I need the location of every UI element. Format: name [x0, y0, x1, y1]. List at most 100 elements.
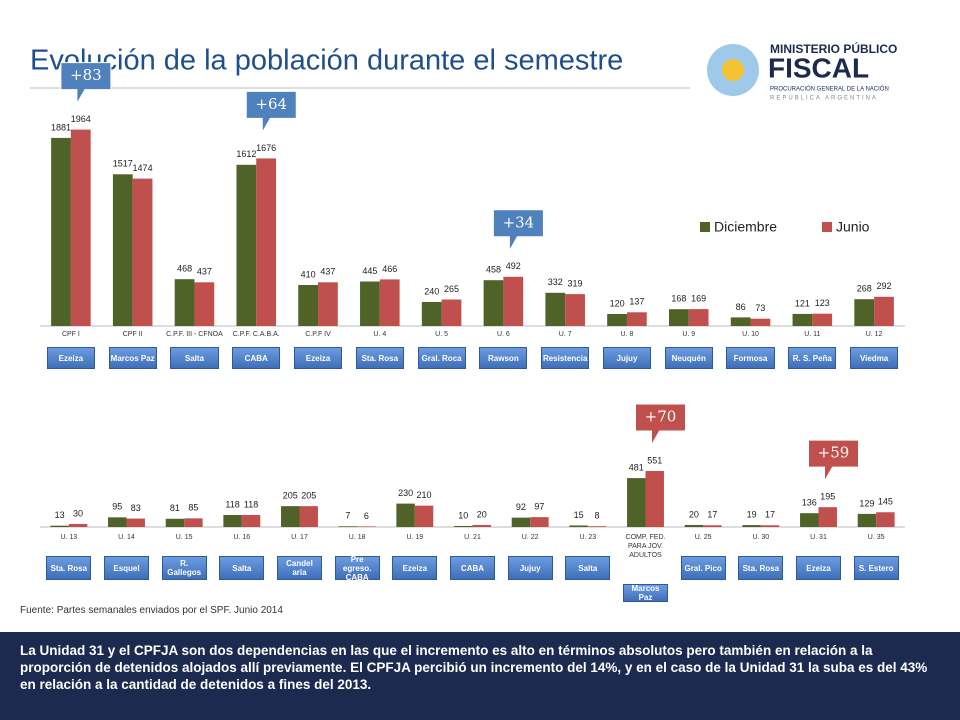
bar	[587, 526, 607, 527]
data-label: 492	[506, 261, 521, 271]
bar	[511, 517, 531, 527]
data-label: 19	[747, 509, 757, 519]
bar	[703, 525, 722, 527]
data-label: 437	[320, 267, 335, 277]
bar	[132, 178, 153, 326]
bar	[627, 478, 646, 527]
bar	[50, 525, 69, 527]
x-tick-label: U. 5	[435, 331, 449, 338]
data-label: 30	[73, 508, 83, 518]
data-label: 20	[477, 509, 487, 519]
location-tag: Rawson	[479, 347, 528, 369]
bar	[454, 525, 473, 527]
x-tick-label: U. 17	[291, 534, 308, 541]
bar	[126, 518, 145, 527]
bar	[730, 317, 751, 326]
data-label: 97	[534, 502, 544, 512]
callout	[60, 62, 112, 106]
data-label: 292	[876, 281, 891, 291]
data-label: 118	[225, 499, 239, 509]
location-tag: Esquel	[104, 556, 149, 580]
data-label: 458	[486, 265, 501, 275]
data-label: 118	[244, 499, 258, 509]
location-tag: Ezeiza	[796, 556, 841, 580]
data-label: 123	[815, 298, 830, 308]
data-label: 17	[765, 510, 775, 520]
slide-title: Evolución de la población durante el sem…	[30, 45, 623, 77]
bar	[472, 524, 491, 527]
bar	[565, 294, 585, 326]
x-tick-label: CPF I	[61, 331, 80, 338]
data-label: 136	[802, 498, 817, 508]
data-label: 1881	[51, 122, 71, 132]
bar	[318, 282, 338, 326]
legend-swatch	[700, 222, 710, 232]
bar	[396, 503, 415, 527]
x-tick-label: U. 13	[60, 534, 78, 541]
data-label: 205	[283, 491, 298, 501]
bar	[854, 299, 875, 326]
data-label: 145	[878, 497, 893, 507]
data-label: 20	[689, 509, 699, 519]
data-label: 169	[691, 293, 706, 303]
x-tick-label: U. 15	[175, 534, 193, 541]
bar	[379, 279, 400, 326]
bar	[414, 505, 434, 527]
callout-label: +83	[70, 66, 102, 84]
x-tick-label: U. 7	[558, 331, 572, 338]
location-tag: Ezeiza	[46, 347, 95, 369]
data-label: 210	[417, 490, 432, 500]
location-tag: CABA	[232, 347, 281, 369]
data-label: 7	[345, 511, 350, 521]
data-label: 129	[859, 498, 874, 508]
callout-label: +64	[255, 95, 287, 113]
data-label: 265	[444, 284, 459, 294]
location-tag: Formosa	[726, 347, 775, 369]
location-tag: Neuquén	[664, 347, 713, 369]
location-tag: Resistencia	[541, 347, 590, 369]
bar	[241, 515, 261, 527]
x-tick-label: CPF II	[122, 331, 143, 338]
x-tick-label: U. 10	[742, 331, 759, 338]
location-tag: Salta	[219, 556, 265, 580]
location-tag: Sta. Rosa	[355, 347, 404, 369]
callout-label: +59	[818, 444, 850, 462]
bar	[108, 517, 127, 527]
x-tick-label: U. 30	[752, 534, 770, 541]
x-tick-label: U. 8	[620, 331, 634, 338]
location-tag: R. Gallegos	[161, 556, 207, 580]
location-tag: Salta	[565, 556, 611, 580]
bar	[645, 470, 664, 527]
location-tag: Gral. Pico	[680, 556, 726, 580]
data-label: 137	[629, 297, 644, 307]
bar	[357, 526, 376, 527]
x-tick-label: U. 9	[682, 331, 696, 338]
bar	[760, 525, 780, 527]
logo-text: MINISTERIO PÚBLICO	[770, 41, 897, 56]
bar	[298, 285, 319, 326]
bar	[876, 512, 895, 527]
bar	[360, 281, 380, 326]
bar	[281, 506, 300, 527]
bar	[750, 318, 771, 326]
data-label: 319	[568, 278, 583, 288]
bar	[742, 525, 761, 527]
data-label: 466	[382, 264, 397, 274]
bar	[668, 309, 689, 326]
x-tick-label: U. 18	[348, 534, 366, 541]
bar	[112, 174, 133, 326]
bar	[299, 506, 318, 527]
location-tag: Pre egreso. CABA	[334, 555, 380, 582]
data-label: 1612	[236, 149, 256, 159]
location-tag: Marcos Paz	[108, 347, 157, 369]
data-label: 92	[516, 502, 526, 512]
data-label: 268	[857, 284, 872, 294]
bar	[812, 313, 833, 326]
bar	[223, 515, 242, 527]
data-label: 410	[301, 269, 316, 279]
data-label: 445	[362, 266, 377, 276]
legend-label: Diciembre	[714, 219, 777, 235]
location-tag: Ezeiza	[392, 556, 438, 580]
x-tick-label: U. 21	[464, 534, 481, 541]
bar	[174, 279, 195, 326]
